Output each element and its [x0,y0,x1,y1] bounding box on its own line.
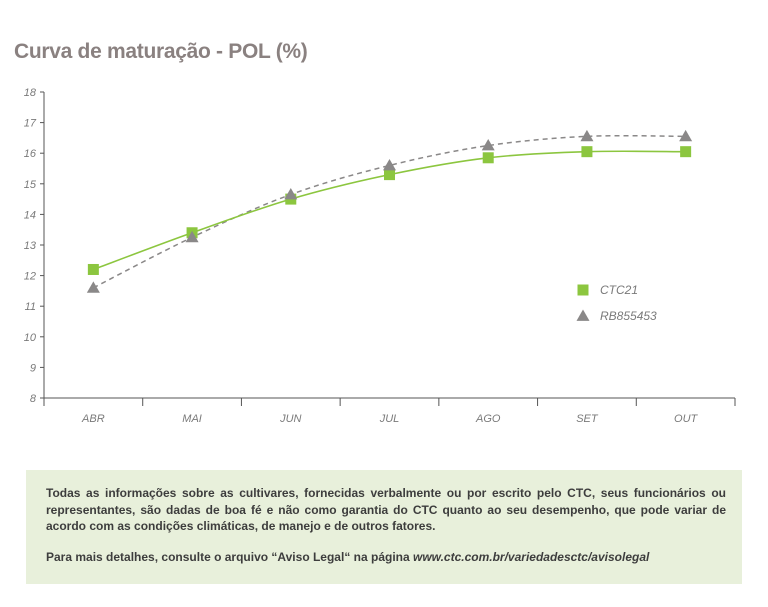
y-tick-label: 9 [30,362,36,374]
legend-marker-rb855453 [576,309,590,321]
x-tick-label: ABR [81,413,105,425]
y-tick-label: 15 [24,179,37,191]
data-point-rb855453 [481,139,495,151]
data-point-rb855453 [383,158,396,171]
data-point-rb855453 [284,188,298,200]
data-point-rb855453 [185,230,199,243]
data-point-rb855453 [86,281,100,293]
legend-label-ctc21: CTC21 [600,283,638,297]
y-tick-label: 14 [24,209,36,221]
y-tick-label: 16 [24,148,37,160]
series-markers [86,129,693,293]
chart-title: Curva de maturação - POL (%) [14,40,308,63]
x-tick-label: JUN [279,413,301,425]
y-tick-label: 10 [24,332,37,344]
chart: 8 9 10 11 12 13 14 15 16 17 18 ABR MAI JUN JUL AGO SET OU… [24,87,736,425]
y-tick-label: 12 [24,271,36,283]
data-point-ctc21 [680,146,692,158]
x-tick-label: OUT [674,413,699,425]
data-point-rb855453 [580,129,594,142]
data-point-ctc21 [482,152,494,164]
y-tick-label: 17 [24,118,37,130]
y-tick-label: 18 [24,87,37,99]
x-tick-label: SET [576,413,599,425]
chart-legend: CTC21 RB855453 [576,283,657,323]
x-tick-label: AGO [475,413,501,425]
disclaimer-more-info-text: Para mais detalhes, consulte o arquivo “… [46,549,410,564]
disclaimer-text: Todas as informações sobre as cultivares… [46,486,726,533]
y-tick-label: 13 [24,240,37,252]
aviso-legal-link[interactable]: www.ctc.com.br/variedadesctc/avisolegal [413,549,650,564]
data-point-ctc21 [87,263,99,275]
chart-axes: 8 9 10 11 12 13 14 15 16 17 18 ABR MAI JUN JUL AGO SET OU… [24,87,736,425]
y-tick-label: 8 [30,393,37,405]
series-lines [93,134,686,289]
legend-marker-ctc21 [577,284,589,296]
data-point-rb855453 [679,129,693,142]
series-line-rb855453 [93,134,686,289]
legend-label-rb855453: RB855453 [600,309,657,323]
data-point-ctc21 [581,146,593,158]
x-tick-label: JUL [379,413,400,425]
data-point-ctc21 [384,169,395,181]
x-tick-label: MAI [182,413,202,425]
disclaimer-more-info: Para mais detalhes, consulte o arquivo “… [46,549,726,566]
disclaimer-box: Todas as informações sobre as cultivares… [26,470,742,584]
y-tick-label: 11 [25,301,36,313]
